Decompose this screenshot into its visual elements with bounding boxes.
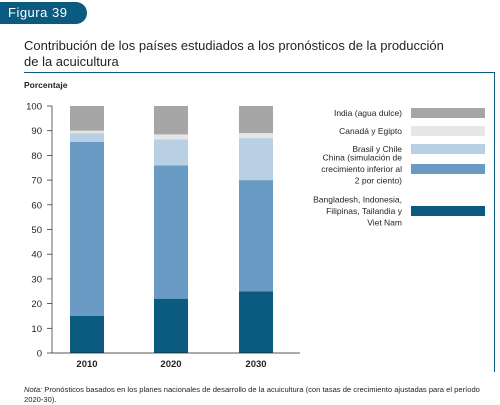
bar-segment: [239, 291, 273, 353]
legend-label: India (agua dulce): [334, 108, 402, 118]
legend-label: Filipinas, Tailandia y: [326, 206, 403, 216]
y-tick-label: 60: [31, 200, 42, 211]
bar-segment: [154, 165, 188, 299]
legend-label: China (simulación de: [323, 153, 403, 163]
legend-label: crecimiento inferior al: [321, 164, 402, 174]
y-axis: 0 10 20 30 40 50 60 70 80 90 100: [26, 102, 53, 360]
legend-label: 2 por ciento): [355, 176, 402, 186]
bar-segment: [154, 298, 188, 353]
legend-label: Brasil y Chile: [352, 144, 402, 154]
y-tick-label: 100: [26, 102, 42, 113]
bar-segment: [154, 134, 188, 140]
frame-top-rule: [24, 72, 495, 73]
bar-segment: [70, 106, 104, 131]
bar-segment: [70, 130, 104, 134]
x-axis: 2010 2020 2030: [52, 352, 300, 370]
bar-segment: [239, 138, 273, 181]
legend-swatch: [411, 164, 485, 174]
frame-right-rule: [494, 72, 495, 372]
legend-swatch: [411, 126, 485, 136]
y-tick-label: 10: [31, 324, 42, 335]
bar-segment: [70, 315, 104, 353]
y-tick-label: 20: [31, 299, 42, 310]
x-tick-label: 2010: [76, 359, 97, 370]
bar-segment: [154, 139, 188, 166]
bars: [70, 106, 273, 353]
bar-segment: [239, 180, 273, 292]
x-tick-label: 2030: [245, 359, 266, 370]
y-tick-label: 90: [31, 126, 42, 137]
y-tick-label: 0: [37, 349, 42, 360]
bar-segment: [70, 141, 104, 316]
legend-swatch: [411, 206, 485, 216]
note-text: Pronósticos basados en los planes nacion…: [24, 385, 480, 404]
legend-label: Canadá y Egipto: [339, 126, 402, 136]
bar-segment: [239, 106, 273, 134]
y-tick-label: 40: [31, 250, 42, 261]
y-tick-label: 50: [31, 225, 42, 236]
y-axis-label: Porcentaje: [24, 80, 68, 90]
y-tick-label: 80: [31, 151, 42, 162]
bar-segment: [239, 133, 273, 139]
legend: India (agua dulce) Canadá y Egipto Brasil …: [313, 108, 485, 228]
legend-swatch: [411, 108, 485, 118]
legend-label: Bangladesh, Indonesia,: [313, 195, 402, 205]
legend-swatch: [411, 144, 485, 154]
y-tick-label: 30: [31, 274, 42, 285]
y-tick-label: 70: [31, 176, 42, 187]
chart-note: Nota: Pronósticos basados en los planes …: [24, 385, 494, 405]
note-prefix: Nota:: [24, 385, 43, 394]
x-tick-label: 2020: [160, 359, 181, 370]
bar-segment: [70, 133, 104, 142]
bar-segment: [154, 106, 188, 135]
figure-label: Figura 39: [0, 2, 87, 24]
chart-title: Contribución de los países estudiados a …: [24, 38, 444, 69]
legend-label: Viet Nam: [367, 218, 402, 228]
